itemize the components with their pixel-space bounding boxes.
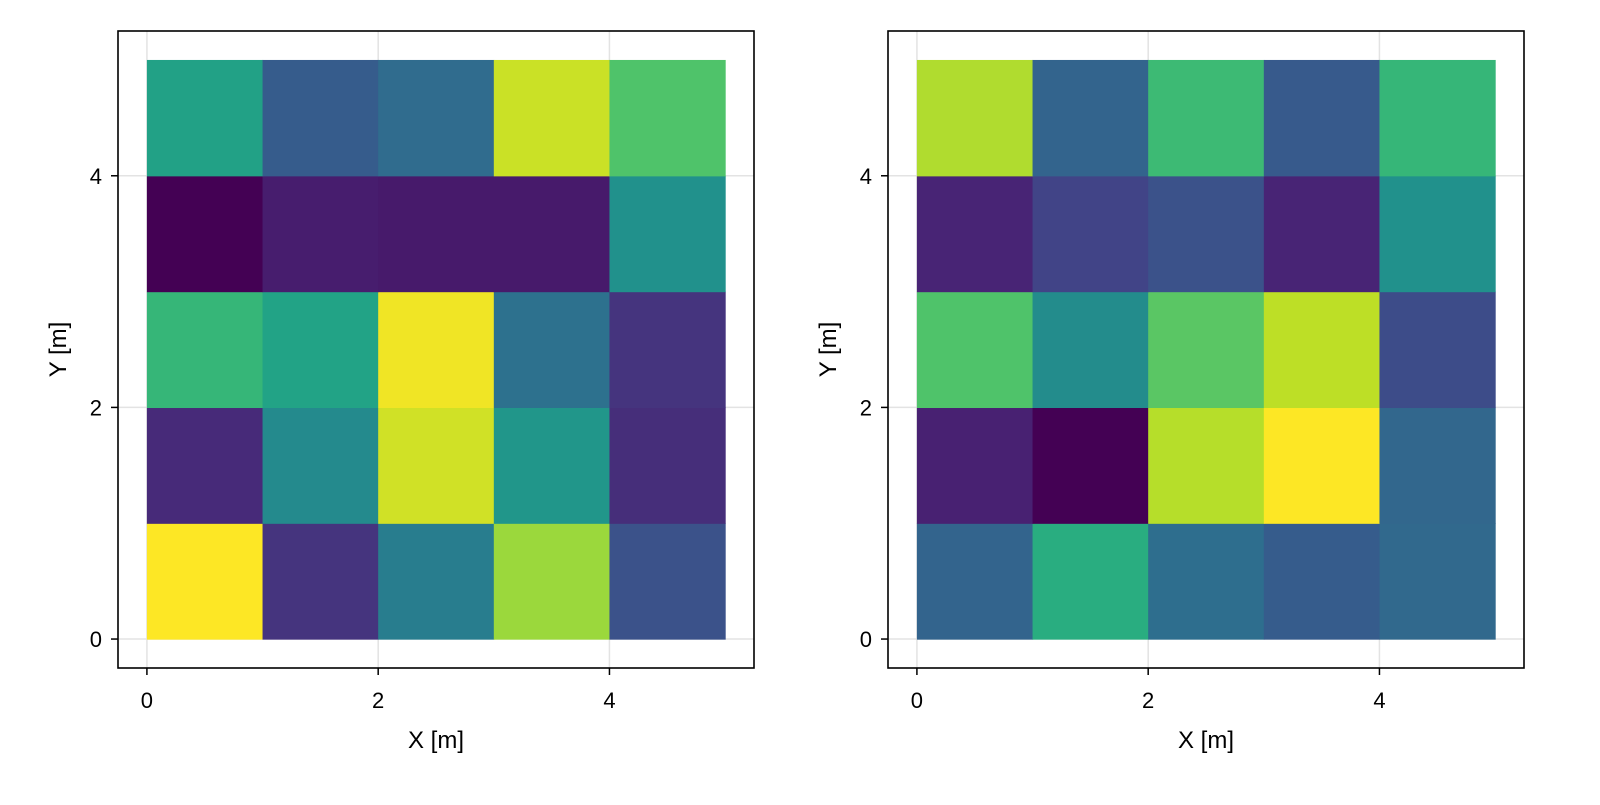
heatmap-cell-r0-c3 (493, 523, 611, 640)
y-tick-label: 4 (90, 164, 102, 189)
y-tick-label: 2 (860, 395, 872, 420)
heatmap-cell-r2-c3 (493, 291, 611, 409)
heatmap-cell-r2-c2 (378, 291, 495, 409)
heatmap-cell-r1-c2 (378, 407, 495, 524)
x-tick-label: 4 (1373, 688, 1385, 713)
heatmap-cell-r3-c2 (378, 175, 495, 293)
heatmap-panel-right: 0 2 4 0 2 4 X [m] Y [m] (815, 30, 1525, 754)
heatmap-cell-r3-c1 (1032, 175, 1149, 293)
heatmap-cell-r0-c4 (609, 523, 726, 640)
heatmap-cell-r3-c3 (493, 175, 611, 293)
heatmap-cell-r0-c2 (378, 523, 495, 640)
heatmap-cell-r0-c0 (146, 523, 264, 640)
heatmap-cell-r3-c2 (1148, 175, 1265, 293)
x-tick-label: 4 (603, 688, 615, 713)
heatmap-cells (916, 59, 1496, 640)
heatmap-cell-r2-c4 (1379, 291, 1496, 409)
heatmap-cell-r4-c1 (1032, 59, 1149, 177)
heatmap-cell-r4-c4 (609, 59, 726, 177)
heatmap-cell-r1-c4 (1379, 407, 1496, 524)
heatmap-cell-r4-c3 (1263, 59, 1381, 177)
heatmap-cell-r2-c1 (262, 291, 379, 409)
heatmap-cell-r2-c0 (146, 291, 264, 409)
heatmap-cell-r3-c0 (146, 175, 264, 293)
y-tick-label: 2 (90, 395, 102, 420)
heatmap-cell-r1-c1 (262, 407, 379, 524)
heatmap-cell-r0-c2 (1148, 523, 1265, 640)
heatmap-cell-r0-c4 (1379, 523, 1496, 640)
heatmap-cell-r3-c3 (1263, 175, 1381, 293)
heatmap-cell-r1-c3 (493, 407, 611, 524)
heatmap-panel-left: 0 2 4 0 2 4 X [m] Y [m] (45, 30, 755, 754)
x-tick-label: 0 (911, 688, 923, 713)
heatmap-cell-r3-c4 (1379, 175, 1496, 293)
heatmap-cell-r1-c0 (146, 407, 264, 524)
heatmap-cell-r4-c3 (493, 59, 611, 177)
heatmap-cell-r0-c1 (262, 523, 379, 640)
heatmap-cell-r4-c2 (378, 59, 495, 177)
heatmap-cell-r3-c1 (262, 175, 379, 293)
x-tick-label: 0 (141, 688, 153, 713)
heatmap-cell-r4-c1 (262, 59, 379, 177)
x-axis-label: X [m] (408, 727, 464, 754)
heatmap-cell-r0-c1 (1032, 523, 1149, 640)
heatmap-cell-r1-c0 (916, 407, 1034, 524)
heatmap-cell-r1-c2 (1148, 407, 1265, 524)
heatmap-cell-r2-c1 (1032, 291, 1149, 409)
plot-frame (117, 30, 755, 669)
y-axis-label: Y [m] (45, 322, 72, 378)
heatmap-cell-r4-c0 (916, 59, 1034, 177)
heatmap-cells (146, 59, 726, 640)
y-tick-label: 0 (90, 627, 102, 652)
heatmap-cell-r2-c2 (1148, 291, 1265, 409)
heatmap-cell-r3-c0 (916, 175, 1034, 293)
x-tick-label: 2 (1142, 688, 1154, 713)
heatmap-cell-r4-c4 (1379, 59, 1496, 177)
x-axis-label: X [m] (1178, 727, 1234, 754)
heatmap-cell-r0-c3 (1263, 523, 1381, 640)
y-tick-label: 4 (860, 164, 872, 189)
heatmap-cell-r2-c4 (609, 291, 726, 409)
heatmap-cell-r1-c3 (1263, 407, 1381, 524)
heatmap-cell-r4-c0 (146, 59, 264, 177)
heatmap-cell-r3-c4 (609, 175, 726, 293)
heatmap-cell-r4-c2 (1148, 59, 1265, 177)
heatmap-cell-r1-c4 (609, 407, 726, 524)
x-tick-label: 2 (372, 688, 384, 713)
heatmap-cell-r1-c1 (1032, 407, 1149, 524)
y-tick-label: 0 (860, 627, 872, 652)
heatmap-cell-r2-c0 (916, 291, 1034, 409)
heatmap-cell-r0-c0 (916, 523, 1034, 640)
y-axis-label: Y [m] (815, 322, 842, 378)
heatmap-cell-r2-c3 (1263, 291, 1381, 409)
plot-frame (887, 30, 1525, 669)
